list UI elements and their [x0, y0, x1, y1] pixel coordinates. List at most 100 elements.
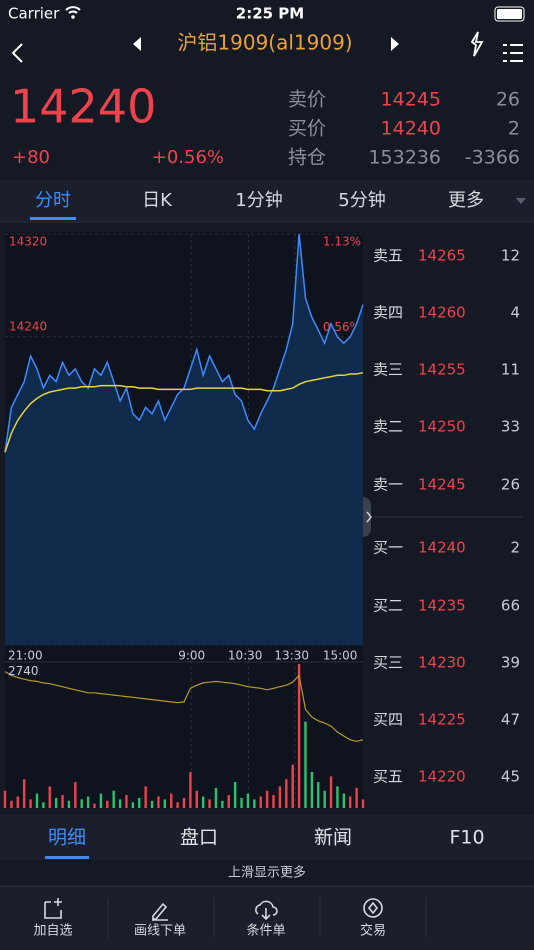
wifi-icon	[71, 15, 75, 19]
back-button[interactable]	[11, 43, 23, 63]
volume-bar	[195, 790, 198, 808]
volume-bar	[317, 782, 320, 808]
average-line	[4, 371, 364, 453]
volume-bar	[310, 772, 314, 808]
volume-bar	[253, 799, 256, 808]
volume-bar	[118, 799, 122, 808]
collapse-handle[interactable]	[366, 511, 372, 523]
bottom-tab[interactable]: 明细	[48, 827, 86, 849]
book-label: 买二	[373, 597, 403, 615]
x-tick-label: 13:30	[274, 649, 309, 663]
quote-qty: -3366	[465, 147, 520, 169]
book-label: 卖二	[373, 418, 403, 436]
last-price: 14240	[10, 80, 156, 134]
volume-bar	[80, 799, 83, 808]
book-label: 卖一	[373, 476, 403, 494]
tab[interactable]: 分时	[35, 190, 71, 211]
y2-tick-label: 1.13%	[323, 235, 361, 249]
x-tick-label: 15:00	[323, 649, 358, 663]
menu-button[interactable]	[503, 44, 523, 62]
book-price: 14265	[418, 247, 466, 265]
tab[interactable]: 1分钟	[235, 190, 282, 211]
volume-bar	[150, 800, 154, 808]
flash-button[interactable]	[470, 31, 484, 57]
volume-bar	[182, 797, 186, 808]
volume-bar	[189, 772, 192, 808]
x-tick-label: 9:00	[178, 649, 205, 663]
volume-bar	[246, 793, 250, 808]
quote-qty: 2	[508, 118, 520, 140]
tab[interactable]: 更多	[448, 190, 484, 211]
toolbar-item[interactable]: 画线下单	[134, 924, 186, 939]
book-label: 买三	[373, 654, 403, 672]
book-qty: 2	[510, 539, 520, 557]
tab[interactable]: 日K	[142, 190, 173, 211]
volume-bar	[259, 796, 262, 808]
quote-value: 153236	[368, 147, 441, 169]
volume-bar	[342, 793, 346, 808]
volume-bar	[112, 790, 115, 808]
bottom-tab[interactable]: 新闻	[314, 827, 352, 849]
volume-bar	[35, 793, 39, 808]
book-price: 14240	[418, 539, 466, 557]
more-arrow[interactable]	[516, 198, 526, 204]
volume-bar	[201, 796, 205, 808]
volume-bar	[138, 797, 141, 808]
volume-bar	[361, 799, 365, 808]
volume-bar	[227, 795, 230, 808]
book-price: 14220	[418, 768, 466, 786]
volume-bar	[297, 664, 301, 808]
volume-bar	[67, 800, 71, 808]
volume-bar	[349, 796, 352, 808]
change-pct: +0.56%	[152, 147, 224, 168]
collapse-handle[interactable]	[363, 497, 371, 537]
clock: 2:25 PM	[236, 5, 304, 23]
volume-bar	[240, 797, 243, 808]
book-label: 卖四	[373, 304, 403, 322]
book-label: 买四	[373, 711, 403, 729]
toolbar-item[interactable]: 条件单	[246, 923, 285, 939]
price-line	[4, 233, 364, 453]
volume-bar	[74, 782, 77, 808]
volume-bar	[208, 799, 211, 808]
volume-bar	[42, 802, 45, 808]
volume-bar	[93, 803, 96, 808]
sub-tick-label: 2740	[8, 664, 39, 678]
book-qty: 39	[501, 654, 520, 672]
volume-bar	[131, 802, 135, 808]
next-contract[interactable]	[391, 37, 399, 51]
active-tab-indicator	[30, 217, 76, 220]
volume-bar	[22, 779, 26, 808]
volume-bar	[16, 796, 19, 808]
volume-bar	[170, 793, 173, 808]
tab-bar	[0, 180, 534, 222]
volume-bar	[355, 787, 358, 808]
volume-bar	[61, 795, 64, 808]
quote-qty: 26	[496, 89, 520, 111]
swipe-hint: 上滑显示更多	[228, 865, 306, 881]
volume-bar	[163, 799, 167, 808]
book-qty: 4	[510, 304, 520, 322]
x-tick-label: 10:30	[228, 649, 263, 663]
volume-bar	[265, 790, 269, 808]
toolbar-item[interactable]: 加自选	[33, 924, 72, 939]
contract-title: 沪铝1909(al1909)	[177, 31, 352, 55]
tab[interactable]: 5分钟	[338, 190, 385, 211]
volume-bar	[285, 779, 288, 808]
wifi-icon	[65, 6, 81, 14]
volume-bar	[144, 786, 147, 808]
battery-icon	[494, 6, 525, 22]
volume-bar	[214, 787, 218, 808]
volume-bar	[278, 786, 282, 808]
prev-contract[interactable]	[133, 37, 141, 51]
book-price: 14260	[418, 304, 466, 322]
volume-bar	[86, 796, 90, 808]
toolbar-item[interactable]: 交易	[360, 923, 386, 939]
bottom-tab[interactable]: 盘口	[180, 827, 218, 849]
volume-bar	[272, 795, 275, 808]
bottom-tab[interactable]: F10	[449, 827, 484, 849]
quote-value: 14240	[381, 118, 441, 140]
x-tick-label: 21:00	[8, 649, 43, 663]
quote-label: 买价	[288, 118, 326, 140]
